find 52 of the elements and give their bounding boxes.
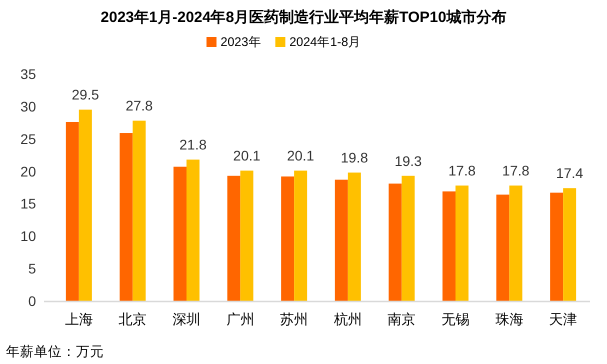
x-tick-label: 天津	[549, 311, 578, 327]
bar	[509, 186, 522, 301]
y-tick-label: 25	[20, 130, 36, 147]
chart-title: 2023年1月-2024年8月医药制造行业平均年薪TOP10城市分布	[100, 8, 506, 26]
data-label: 19.3	[394, 152, 422, 169]
legend-label: 2024年1-8月	[289, 35, 362, 49]
x-tick-label: 广州	[226, 311, 254, 327]
y-tick-label: 0	[28, 293, 36, 309]
bar	[240, 170, 254, 301]
bar	[442, 191, 456, 301]
bar	[120, 133, 133, 301]
data-label: 21.8	[179, 136, 207, 153]
bar	[348, 172, 361, 301]
legend-label: 2023年	[220, 35, 262, 49]
x-tick-label: 杭州	[332, 311, 362, 327]
x-tick-label: 南京	[388, 311, 416, 327]
bar	[496, 194, 510, 301]
y-tick-label: 20	[20, 163, 36, 180]
bar	[186, 160, 200, 301]
bar	[402, 176, 415, 301]
bar	[550, 192, 564, 301]
y-tick-label: 15	[20, 196, 36, 212]
bar	[174, 166, 186, 301]
y-tick-label: 10	[20, 228, 36, 244]
y-tick-label: 5	[28, 260, 36, 277]
bar	[281, 176, 294, 301]
data-label: 17.4	[556, 165, 584, 182]
data-label: 17.8	[448, 162, 476, 179]
bar	[563, 188, 576, 301]
data-label: 29.5	[72, 86, 100, 103]
bar	[294, 170, 308, 301]
y-tick-label: 35	[20, 66, 36, 82]
data-label: 20.1	[233, 148, 261, 164]
text: 年薪单位：万元	[6, 344, 104, 359]
bar	[66, 122, 79, 301]
bar	[388, 184, 402, 301]
x-tick-label: 北京	[118, 311, 147, 327]
bar	[78, 110, 92, 301]
data-label: 20.1	[286, 148, 314, 164]
x-tick-label: 深圳	[172, 311, 200, 327]
bar	[132, 120, 146, 301]
data-label: 27.8	[126, 98, 154, 114]
x-tick-label: 苏州	[280, 311, 308, 327]
bar	[334, 180, 348, 301]
x-tick-label: 上海	[64, 311, 93, 327]
x-tick-label: 珠海	[495, 311, 524, 327]
bar	[227, 176, 240, 301]
y-tick-label: 30	[20, 98, 36, 114]
bar	[456, 186, 468, 301]
data-label: 17.8	[502, 162, 530, 179]
x-tick-label: 无锡	[442, 311, 470, 327]
data-label: 19.8	[340, 150, 368, 166]
